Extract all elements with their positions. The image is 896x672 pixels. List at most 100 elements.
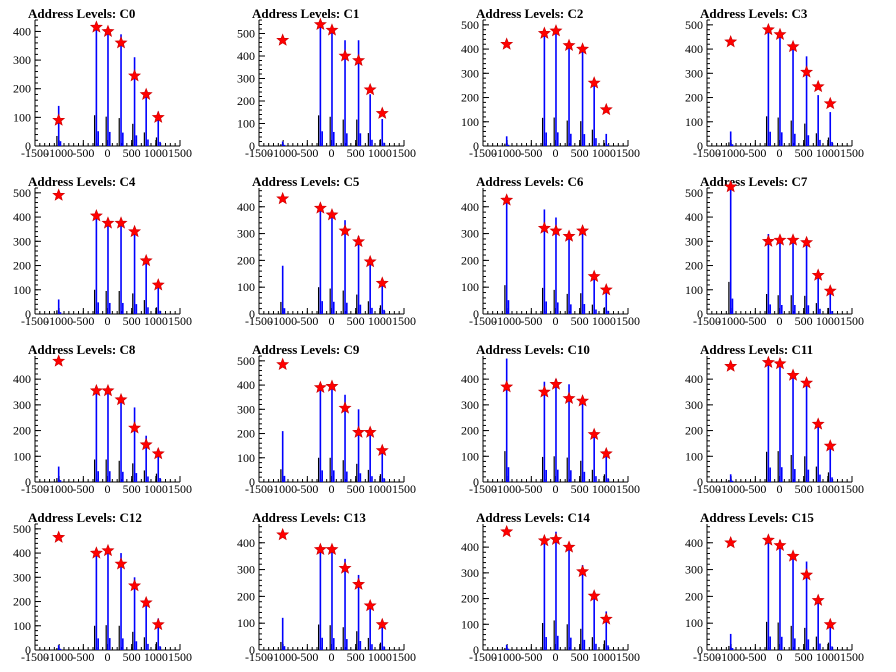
y-tick-label: 0 [249,643,255,657]
x-tick-label: -1000 [493,146,521,160]
peak-marker [823,617,837,631]
chart-title: Address Levels: C1 [252,6,359,21]
y-tick-label: 200 [461,424,479,438]
x-tick-label: -1000 [269,482,297,496]
x-tick-label: -1000 [717,482,745,496]
peak-marker [338,561,352,574]
peak-marker [599,612,613,625]
x-tick-label: 1500 [840,146,864,160]
x-tick-label: 0 [105,314,111,328]
y-tick-label: 100 [237,451,255,465]
x-tick-label: 0 [329,314,335,328]
x-tick-label: 500 [123,650,141,664]
x-tick-label: -1000 [269,650,297,664]
y-tick-label: 100 [685,115,703,129]
x-tick-label: 500 [347,650,365,664]
y-tick-label: 500 [13,522,31,536]
chart-title: Address Levels: C8 [28,342,136,357]
panel-9: Address Levels: C90100200300400500-1500-… [237,342,416,496]
x-tick-label: 1000 [368,482,392,496]
y-tick-label: 300 [237,72,255,86]
peak-marker [313,542,327,555]
x-tick-label: 500 [123,314,141,328]
x-tick-label: 500 [795,482,813,496]
peak-marker [761,533,775,546]
x-tick-label: 1000 [592,650,616,664]
x-tick-label: -500 [744,314,766,328]
peak-marker [811,79,825,93]
x-tick-label: 1000 [144,482,168,496]
chart-title: Address Levels: C11 [700,342,813,357]
x-tick-label: 0 [329,146,335,160]
x-tick-label: 1500 [392,314,416,328]
peak-marker [114,557,128,570]
panel-0: Address Levels: C0 0 100 200 300 400 -1500-100… [13,6,192,160]
x-tick-label: -1000 [269,314,297,328]
y-tick-label: 400 [237,378,255,392]
y-tick-label: 200 [461,91,479,105]
x-tick-label: 1000 [816,650,840,664]
peak-marker [375,443,389,457]
peak-marker [549,24,563,37]
x-tick-label: -1500 [693,482,721,496]
y-tick-label: 0 [697,643,703,657]
peak-marker [562,38,576,51]
x-tick-label: 1000 [144,146,168,160]
x-tick-label: 0 [777,482,783,496]
x-tick-label: -1500 [469,482,497,496]
peak-marker [276,191,290,205]
y-tick-label: 0 [249,139,255,153]
x-tick-label: 1000 [144,650,168,664]
x-tick-label: 1000 [368,650,392,664]
x-tick-label: -1000 [493,650,521,664]
peak-marker [562,391,576,404]
peak-marker [89,20,103,33]
peak-marker [139,253,153,267]
panel-11: Address Levels: C11 0 100 200 300 400 -1500-10… [685,342,864,496]
peak-marker [599,102,613,116]
peak-marker [363,82,377,96]
y-tick-label: 200 [13,595,31,609]
y-tick-label: 0 [249,475,255,489]
peak-marker [773,356,787,370]
y-tick-label: 300 [237,402,255,416]
x-tick-label: 500 [347,146,365,160]
peak-marker [537,221,551,234]
x-tick-label: -500 [520,482,542,496]
peak-marker [761,234,775,247]
y-tick-label: 300 [685,66,703,80]
x-tick-label: 1500 [168,146,192,160]
y-tick-label: 500 [13,186,31,200]
x-tick-label: -500 [72,482,94,496]
y-tick-label: 200 [13,259,31,273]
y-tick-label: 100 [685,283,703,297]
y-tick-label: 400 [461,540,479,554]
x-tick-label: 0 [105,482,111,496]
peak-marker [101,24,115,37]
peak-marker [587,589,601,602]
chart-title: Address Levels: C4 [28,174,136,189]
x-tick-label: 500 [571,650,589,664]
x-tick-label: -1500 [245,482,273,496]
peak-marker [562,229,576,242]
peak-marker [537,385,551,398]
peak-marker [325,207,339,221]
x-tick-label: -500 [744,482,766,496]
x-tick-label: 0 [553,482,559,496]
x-tick-label: 0 [777,146,783,160]
peak-marker [101,543,115,557]
y-tick-label: 200 [13,424,31,438]
x-tick-label: 0 [553,650,559,664]
peak-marker [587,427,601,440]
x-tick-label: -1000 [717,146,745,160]
x-tick-label: 1500 [392,146,416,160]
y-tick-label: 100 [13,283,31,297]
peak-marker [500,380,514,393]
peak-marker [500,524,514,538]
peak-marker [139,595,153,609]
x-tick-label: -1500 [693,146,721,160]
peak-marker [313,380,327,394]
x-tick-label: -1500 [245,314,273,328]
y-tick-label: 500 [237,27,255,41]
peak-marker [89,383,103,397]
